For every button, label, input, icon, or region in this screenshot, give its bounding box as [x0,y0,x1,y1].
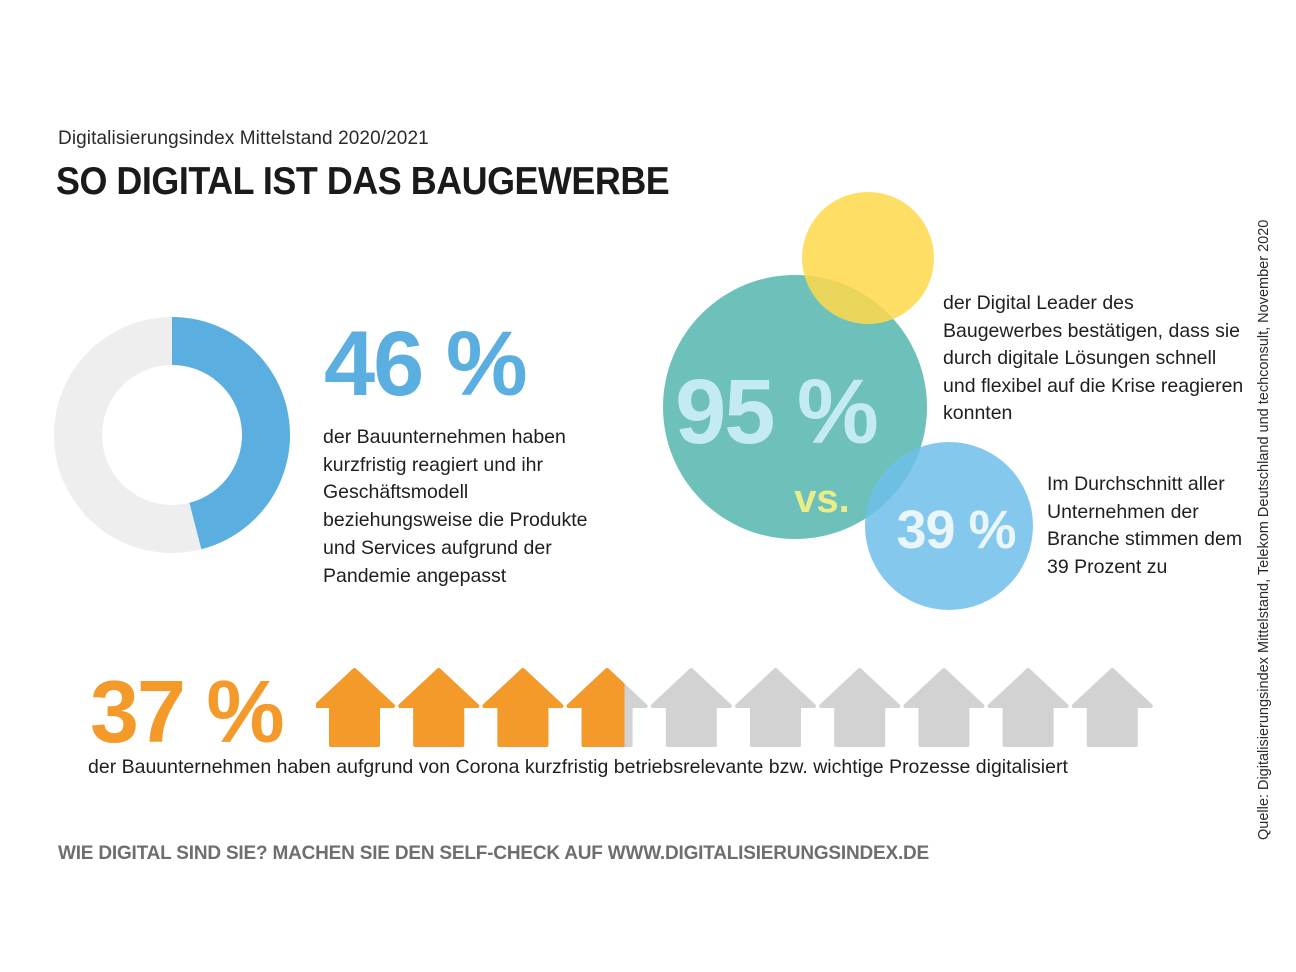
bubble-average [865,442,1033,610]
chart-subtitle: Digitalisierungsindex Mittelstand 2020/2… [58,128,429,149]
donut-slice-main [172,317,291,550]
house-icon-empty [903,668,985,747]
stat4-value: 37 % [90,662,285,761]
house-icon-filled [398,668,480,747]
bubble-chart: 95 % vs. 39 % [663,192,1033,610]
bubble-highlight [802,192,934,324]
house-icon-empty [1071,668,1153,747]
footer-call-to-action: WIE DIGITAL SIND SIE? MACHEN SIE DEN SEL… [58,843,930,864]
source-note: Quelle: Digitalisierungsindex Mittelstan… [1256,219,1272,840]
stat1-description: der Bauunternehmen haben kurzfristig rea… [323,426,588,587]
house-icon-empty [819,668,901,747]
bubble-separator: vs. [794,477,850,521]
stat2-description: der Digital Leader des Baugewerbes bestä… [943,292,1244,425]
stat1-value: 46 % [324,313,528,415]
bubble-leader-label: 95 % [675,361,877,463]
house-icon-empty [650,668,732,747]
house-icon-filled [482,668,564,747]
house-icon-filled [566,668,625,747]
stat3-description: Im Durchschnitt aller Unternehmen der Br… [1047,473,1243,579]
stat4-description: der Bauunternehmen haben aufgrund von Co… [88,756,1068,778]
bubble-average-label: 39 % [896,500,1015,560]
house-icon-empty [987,668,1069,747]
house-icon-empty [735,668,816,747]
house-icon-filled [316,668,395,747]
donut-chart [54,317,291,553]
donut-slice-rest [54,317,202,553]
chart-title: SO DIGITAL IST DAS BAUGEWERBE [56,160,670,203]
house-pictogram [316,668,1153,747]
bubble-leader [663,275,927,539]
